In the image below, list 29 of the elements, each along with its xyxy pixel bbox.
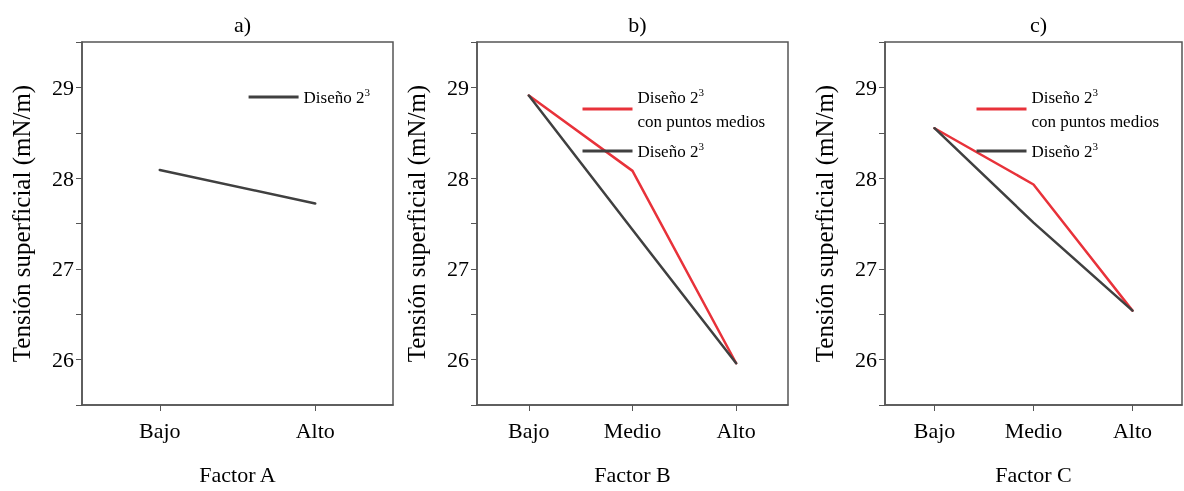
y-tick-label: 28	[52, 165, 74, 191]
x-axis-title: Factor B	[594, 461, 671, 487]
y-tick-label: 26	[855, 347, 877, 373]
y-tick-label: 27	[52, 256, 74, 282]
y-tick-label: 26	[447, 347, 469, 373]
y-tick-label: 26	[52, 347, 74, 373]
x-tick-label: Medio	[1004, 417, 1063, 443]
x-axis-title: Factor A	[199, 461, 276, 487]
x-tick-label: Alto	[1112, 417, 1153, 443]
y-axis-title: Tensión superficial (mN/m)	[8, 84, 36, 363]
chart-title: b)	[628, 11, 647, 37]
x-tick-label: Bajo	[138, 417, 181, 443]
x-tick-label: Medio	[603, 417, 662, 443]
chart-title: a)	[233, 11, 252, 37]
y-tick-label: 28	[855, 165, 877, 191]
y-axis-title: Tensión superficial (mN/m)	[811, 84, 839, 363]
x-tick-label: Alto	[716, 417, 756, 443]
x-tick-label: Alto	[295, 417, 335, 443]
y-tick-label: 27	[855, 256, 877, 282]
y-tick-label: 29	[447, 74, 469, 100]
y-tick-label: 27	[447, 256, 469, 282]
y-tick-label: 29	[855, 74, 877, 100]
y-axis-title: Tensión superficial (mN/m)	[403, 84, 431, 363]
chart-title: c)	[1029, 11, 1048, 37]
y-tick-label: 28	[447, 165, 469, 191]
x-tick-label: Bajo	[913, 417, 956, 443]
x-tick-label: Bajo	[508, 417, 550, 443]
x-axis-title: Factor C	[995, 461, 1072, 487]
y-tick-label: 29	[52, 74, 74, 100]
